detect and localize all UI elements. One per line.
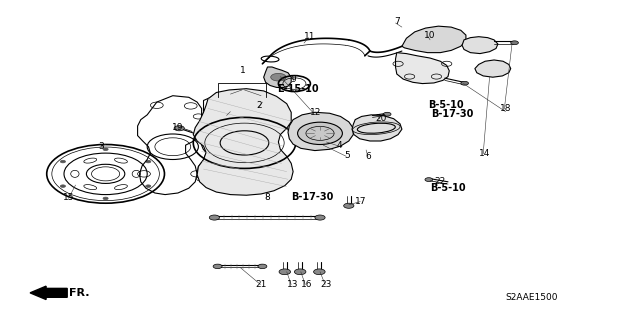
Text: 14: 14 xyxy=(479,149,491,158)
Text: 16: 16 xyxy=(301,280,313,289)
Text: B-17-30: B-17-30 xyxy=(291,192,333,202)
Text: 4: 4 xyxy=(337,141,342,150)
Text: 17: 17 xyxy=(355,197,367,206)
Text: 19: 19 xyxy=(172,123,184,132)
Text: E-15-10: E-15-10 xyxy=(276,84,319,94)
Text: 21: 21 xyxy=(255,280,267,289)
Circle shape xyxy=(213,264,222,269)
Polygon shape xyxy=(462,37,498,54)
Polygon shape xyxy=(475,60,511,77)
Circle shape xyxy=(146,160,151,163)
Text: 13: 13 xyxy=(287,280,299,289)
Circle shape xyxy=(209,215,220,220)
Polygon shape xyxy=(288,112,353,151)
Text: 3: 3 xyxy=(99,142,104,151)
Text: B-17-30: B-17-30 xyxy=(431,109,473,119)
Text: 9: 9 xyxy=(291,75,296,84)
Circle shape xyxy=(315,215,325,220)
Circle shape xyxy=(103,197,108,200)
Text: 18: 18 xyxy=(500,104,511,113)
Polygon shape xyxy=(396,53,449,84)
Circle shape xyxy=(146,185,151,188)
Text: 2: 2 xyxy=(257,101,262,110)
Circle shape xyxy=(279,269,291,275)
Text: 8: 8 xyxy=(265,193,270,202)
Circle shape xyxy=(383,112,391,116)
Circle shape xyxy=(60,185,65,188)
Polygon shape xyxy=(402,26,466,53)
Text: 5: 5 xyxy=(345,151,350,160)
Text: FR.: FR. xyxy=(69,288,90,298)
Text: B-5-10: B-5-10 xyxy=(428,100,464,110)
Circle shape xyxy=(314,269,325,275)
Text: 10: 10 xyxy=(424,31,436,40)
Circle shape xyxy=(174,126,184,131)
Circle shape xyxy=(425,178,433,182)
Text: 12: 12 xyxy=(310,108,321,117)
FancyArrow shape xyxy=(30,286,67,300)
Circle shape xyxy=(271,73,286,81)
Text: S2AAE1500: S2AAE1500 xyxy=(505,293,557,302)
Text: 7: 7 xyxy=(394,17,399,26)
Circle shape xyxy=(344,203,354,208)
Circle shape xyxy=(461,81,468,85)
Text: 20: 20 xyxy=(375,114,387,122)
Circle shape xyxy=(103,148,108,151)
Polygon shape xyxy=(352,115,402,141)
Circle shape xyxy=(60,160,65,163)
Polygon shape xyxy=(264,67,291,88)
Text: 15: 15 xyxy=(63,193,75,202)
Circle shape xyxy=(294,269,306,275)
Text: 6: 6 xyxy=(365,152,371,161)
Circle shape xyxy=(258,264,267,269)
Text: 22: 22 xyxy=(435,177,446,186)
Text: B-5-10: B-5-10 xyxy=(430,182,466,193)
Circle shape xyxy=(511,41,518,45)
Circle shape xyxy=(298,122,342,145)
Text: 23: 23 xyxy=(321,280,332,289)
Text: 1: 1 xyxy=(241,66,246,75)
Text: 11: 11 xyxy=(304,32,316,41)
Polygon shape xyxy=(193,89,293,195)
